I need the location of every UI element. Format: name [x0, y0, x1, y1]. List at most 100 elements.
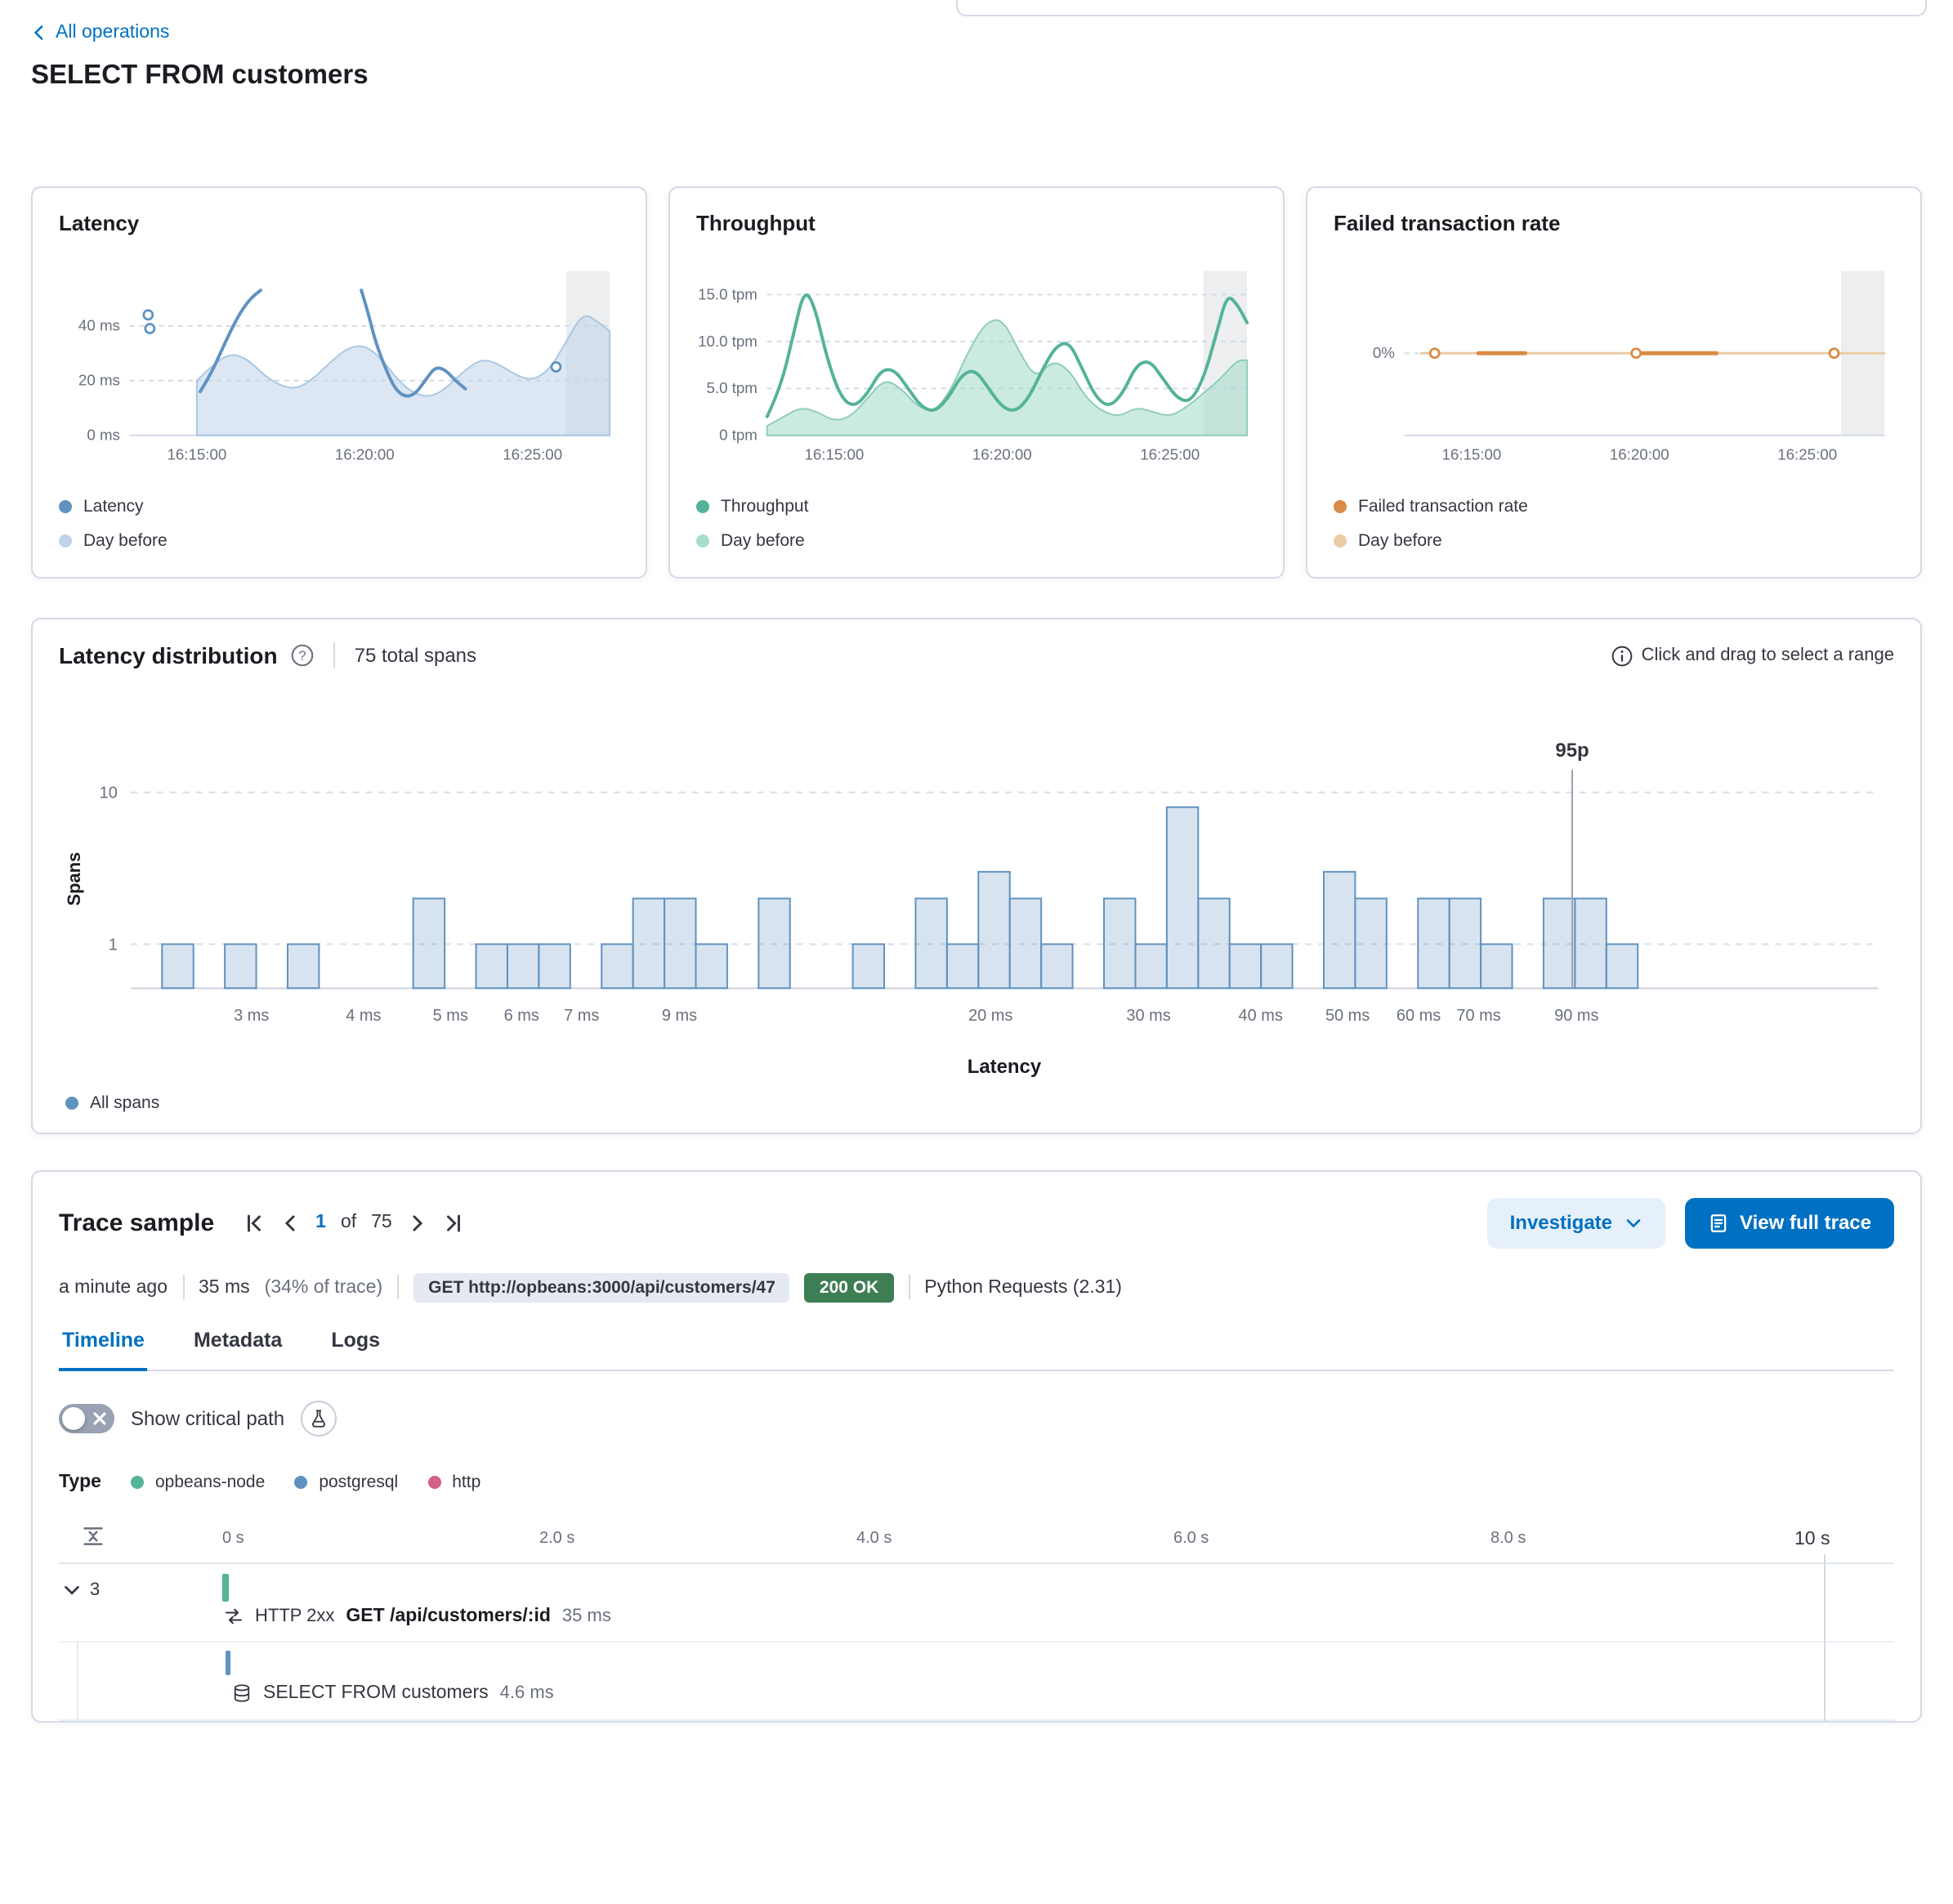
distribution-legend: All spans	[59, 1093, 1894, 1112]
pagination-total: 75	[371, 1213, 392, 1233]
trace-age: a minute ago	[59, 1277, 168, 1298]
svg-text:9 ms: 9 ms	[662, 1007, 697, 1025]
svg-text:0%: 0%	[1373, 344, 1395, 361]
header-divider	[333, 642, 335, 669]
svg-text:30 ms: 30 ms	[1126, 1007, 1170, 1025]
svg-text:3 ms: 3 ms	[234, 1007, 269, 1025]
svg-text:16:15:00: 16:15:00	[167, 445, 226, 463]
db-span-meta: SELECT FROM customers 4.6 ms	[232, 1683, 554, 1702]
type-opbeans-node[interactable]: opbeans-node	[131, 1472, 265, 1491]
svg-text:4 ms: 4 ms	[346, 1007, 381, 1025]
svg-text:16:15:00: 16:15:00	[1441, 445, 1501, 463]
span-type-legend: Type opbeans-node postgresql http	[59, 1472, 1894, 1491]
view-full-trace-label: View full trace	[1740, 1211, 1871, 1235]
svg-text:90 ms: 90 ms	[1554, 1007, 1598, 1025]
transaction-arrows-icon	[225, 1607, 243, 1624]
legend-label: Throughput	[721, 497, 809, 517]
investigate-button[interactable]: Investigate	[1486, 1197, 1665, 1249]
trace-summary: a minute ago 35 ms (34% of trace) GET ht…	[59, 1272, 1894, 1303]
accordion-toggle[interactable]: 3	[62, 1580, 100, 1599]
throughput-panel-title: Throughput	[696, 211, 816, 235]
legend-item[interactable]: Latency	[59, 497, 619, 516]
svg-text:7 ms: 7 ms	[564, 1007, 599, 1025]
legend-item[interactable]: Failed transaction rate	[1334, 497, 1894, 516]
tab-timeline[interactable]: Timeline	[59, 1328, 148, 1371]
svg-text:6 ms: 6 ms	[504, 1007, 539, 1025]
pagination-first-button[interactable]	[244, 1212, 265, 1233]
tab-metadata[interactable]: Metadata	[193, 1328, 283, 1352]
range-hint: Click and drag to select a range	[1612, 645, 1894, 666]
pagination-next-button[interactable]	[407, 1212, 428, 1233]
svg-text:20 ms: 20 ms	[78, 372, 120, 389]
chevron-down-icon	[65, 1585, 79, 1594]
top-toolbar-remnant	[956, 0, 1927, 16]
question-circle-icon[interactable]: ?	[291, 644, 314, 667]
type-postgresql[interactable]: postgresql	[294, 1472, 398, 1491]
summary-divider	[397, 1275, 400, 1300]
pagination-last-button[interactable]	[443, 1212, 464, 1233]
critical-path-label: Show critical path	[131, 1406, 285, 1430]
legend-item[interactable]: Throughput	[696, 497, 1257, 516]
db-span-bar[interactable]	[226, 1650, 230, 1675]
svg-text:60 ms: 60 ms	[1397, 1007, 1441, 1025]
agent-name: Python Requests (2.31)	[924, 1277, 1122, 1298]
trace-duration-percent: (34% of trace)	[264, 1277, 383, 1298]
svg-text:16:20:00: 16:20:00	[972, 445, 1032, 463]
svg-text:Spans: Spans	[64, 852, 84, 906]
pagination-prev-button[interactable]	[279, 1212, 301, 1233]
tab-logs[interactable]: Logs	[331, 1328, 381, 1352]
view-full-trace-button[interactable]: View full trace	[1684, 1197, 1894, 1249]
failed-rate-panel: Failed transaction rate 0% 16:15:00 16:20:…	[1306, 186, 1922, 579]
legend-dot-icon	[294, 1475, 308, 1489]
throughput-panel: Throughput 0 tpm 5.0 tpm 10.0 tpm 15.0 tpm 1…	[668, 186, 1285, 579]
trace-sample-panel: Trace sample 1 of 75 Investigate	[31, 1169, 1922, 1723]
database-icon	[234, 1683, 250, 1701]
throughput-chart[interactable]: 0 tpm 5.0 tpm 10.0 tpm 15.0 tpm 16:15:00 16:2…	[696, 255, 1257, 477]
svg-text:10.0 tpm: 10.0 tpm	[698, 333, 758, 350]
legend-label: Failed transaction rate	[1358, 497, 1528, 517]
legend-label: Latency	[83, 497, 144, 517]
type-http[interactable]: http	[427, 1472, 480, 1491]
info-circle-icon	[1612, 645, 1633, 666]
waterfall-row-transaction[interactable]: 3 HTTP 2xx GET /api/customers/:id 35 ms	[59, 1563, 1894, 1643]
latency-distribution-chart[interactable]: 1 10 3 ms 4 ms 5 ms 6 ms 7 ms 9 ms 20 ms 30 ms 40 …	[59, 678, 1894, 1089]
waterfall-rows: 3 HTTP 2xx GET /api/customers/:id 35 ms	[59, 1562, 1894, 1721]
back-link[interactable]: All operations	[31, 23, 169, 42]
trace-sample-title: Trace sample	[59, 1209, 215, 1237]
legend-item[interactable]: All spans	[65, 1093, 1894, 1112]
critical-path-toggle[interactable]	[59, 1403, 114, 1433]
svg-text:1: 1	[109, 936, 118, 954]
time-axis-label: 10 s	[1794, 1529, 1830, 1549]
svg-text:0 tpm: 0 tpm	[719, 427, 758, 444]
transaction-span-bar[interactable]	[222, 1573, 229, 1602]
legend-item[interactable]: Day before	[696, 531, 1257, 551]
svg-text:95p: 95p	[1555, 740, 1589, 762]
legend-item[interactable]: Day before	[1334, 531, 1894, 551]
time-axis-label: 0 s	[222, 1529, 244, 1548]
svg-text:Latency: Latency	[968, 1056, 1042, 1078]
status-badge: 200 OK	[804, 1272, 894, 1303]
legend-dot-icon	[696, 500, 709, 514]
trace-tabs: Timeline Metadata Logs	[59, 1328, 1894, 1371]
legend-label: Day before	[1358, 531, 1442, 552]
legend-dot-icon	[65, 1096, 78, 1110]
svg-text:50 ms: 50 ms	[1325, 1007, 1370, 1025]
waterfall-row-db-span[interactable]: SELECT FROM customers 4.6 ms	[59, 1642, 1894, 1721]
latency-distribution-panel: Latency distribution ? 75 total spans Cl…	[31, 618, 1922, 1134]
waterfall-time-axis: 0 s 2.0 s 4.0 s 6.0 s 8.0 s 10 s	[59, 1521, 1894, 1562]
legend-dot-icon	[59, 500, 72, 514]
svg-text:20 ms: 20 ms	[968, 1007, 1012, 1025]
latency-chart[interactable]: 0 ms 20 ms 40 ms 16:15:00 16:20:00 16:25:00	[59, 255, 619, 477]
svg-text:10: 10	[100, 784, 118, 802]
critical-path-row: Show critical path	[59, 1400, 1894, 1437]
legend-item[interactable]: Day before	[59, 531, 619, 551]
failed-rate-chart[interactable]: 0% 16:15:00 16:20:00 16:25:00	[1334, 255, 1894, 477]
toggle-off-x-icon	[93, 1411, 106, 1424]
svg-text:5.0 tpm: 5.0 tpm	[706, 379, 757, 396]
experimental-badge	[301, 1400, 337, 1437]
chevron-down-icon	[1625, 1218, 1640, 1227]
fold-icon[interactable]	[82, 1524, 105, 1555]
pagination-current-page: 1	[315, 1213, 326, 1233]
latency-distribution-title: Latency distribution	[59, 642, 278, 669]
svg-text:16:25:00: 16:25:00	[1777, 445, 1837, 463]
